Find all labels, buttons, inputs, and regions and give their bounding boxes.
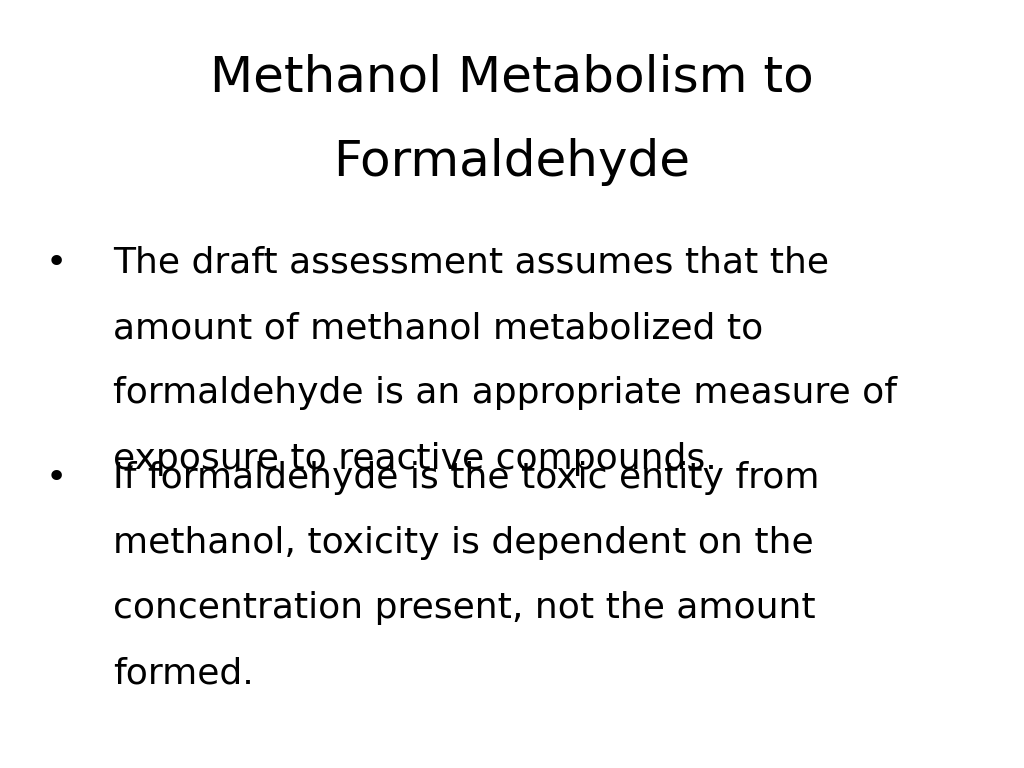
Text: concentration present, not the amount: concentration present, not the amount [113, 591, 815, 625]
Text: methanol, toxicity is dependent on the: methanol, toxicity is dependent on the [113, 526, 813, 560]
Text: Methanol Metabolism to: Methanol Metabolism to [210, 54, 814, 102]
Text: formed.: formed. [113, 657, 253, 690]
Text: Formaldehyde: Formaldehyde [334, 138, 690, 187]
Text: amount of methanol metabolized to: amount of methanol metabolized to [113, 311, 763, 345]
Text: exposure to reactive compounds.: exposure to reactive compounds. [113, 442, 717, 475]
Text: If formaldehyde is the toxic entity from: If formaldehyde is the toxic entity from [113, 461, 819, 495]
Text: formaldehyde is an appropriate measure of: formaldehyde is an appropriate measure o… [113, 376, 897, 410]
Text: •: • [46, 246, 67, 280]
Text: The draft assessment assumes that the: The draft assessment assumes that the [113, 246, 828, 280]
Text: •: • [46, 461, 67, 495]
